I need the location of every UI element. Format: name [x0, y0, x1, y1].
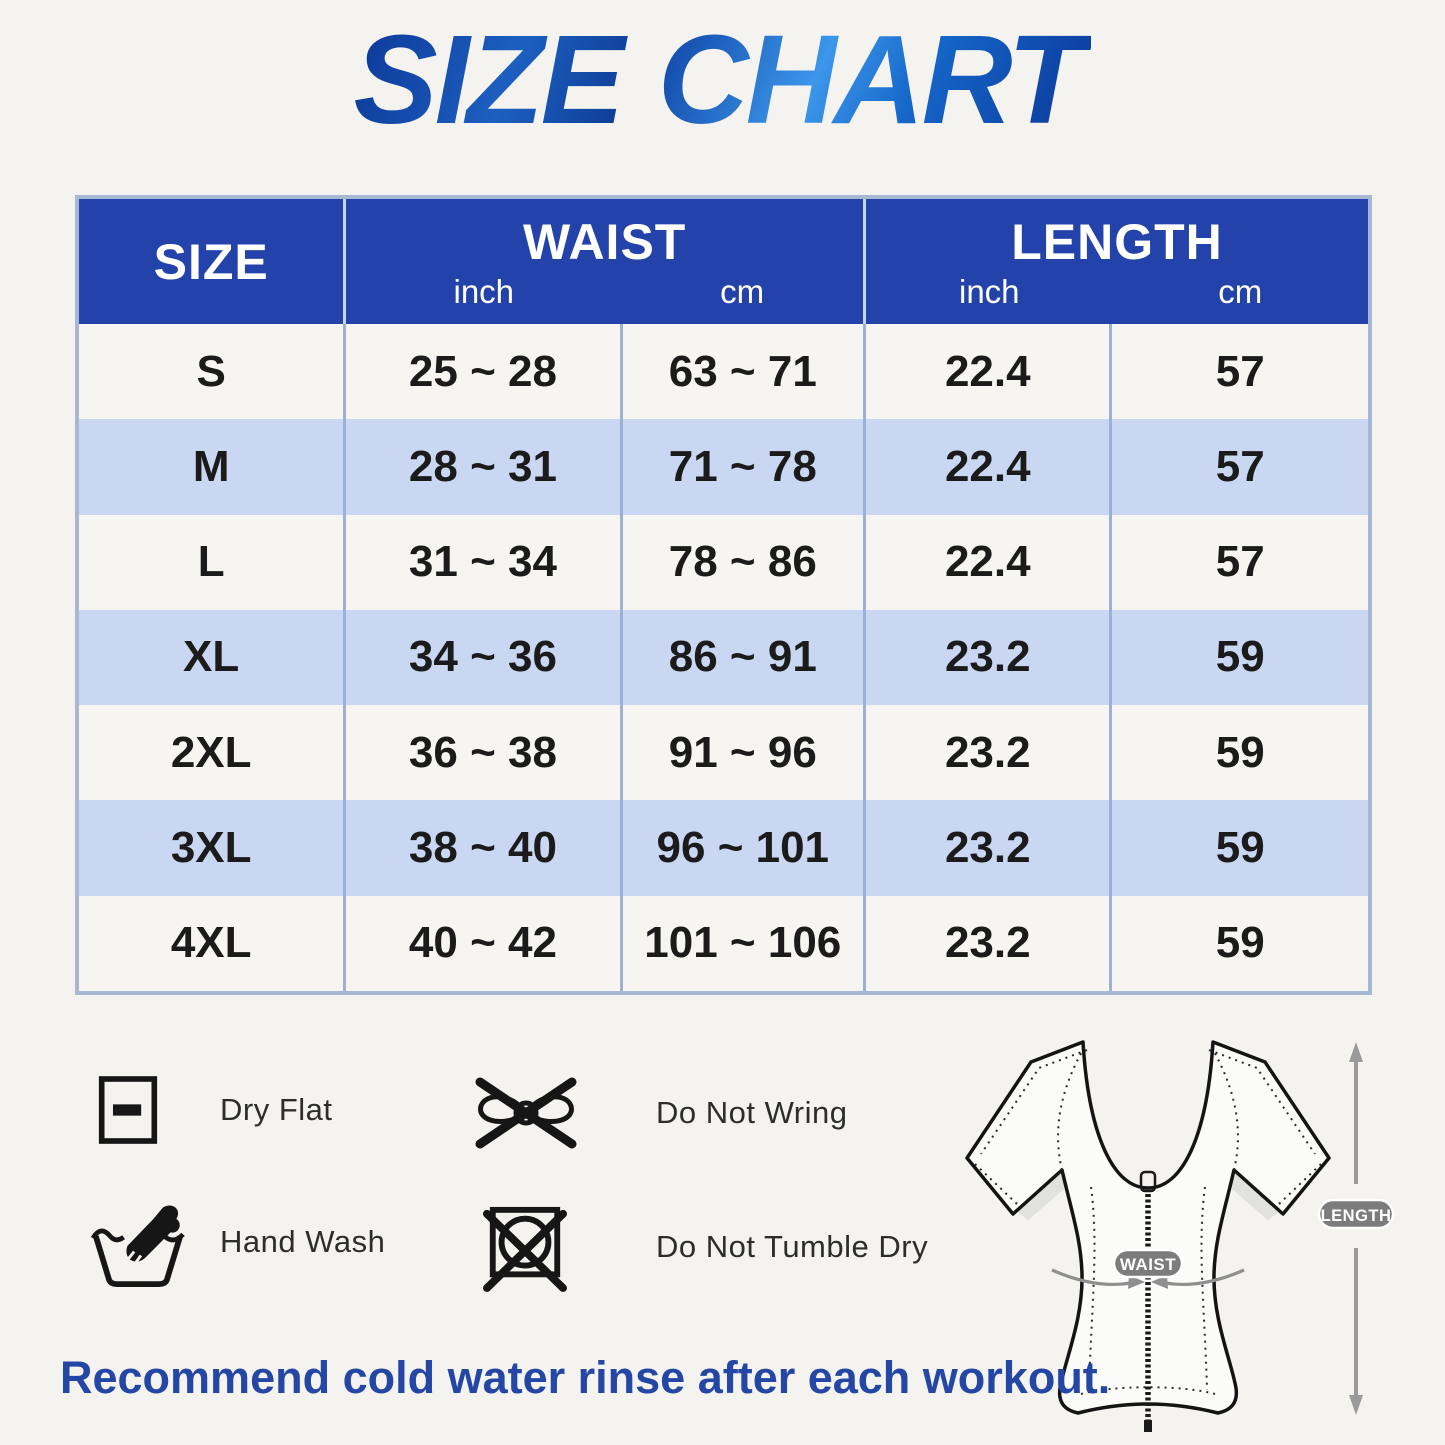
- sleeve-shade-left: [1015, 1172, 1070, 1220]
- table-row: M 28 ~ 31 71 ~ 78 22.4 57: [79, 419, 1368, 515]
- garment-diagram: WAIST LENGTH: [965, 1040, 1395, 1432]
- cell-waist-cm: 78 ~ 86: [623, 514, 867, 610]
- header-waist-inch: inch: [453, 272, 515, 310]
- dry-flat-icon: [96, 1074, 160, 1146]
- length-arrow: [1349, 1042, 1363, 1415]
- cell-waist-cm: 91 ~ 96: [623, 705, 867, 801]
- length-pill-label: LENGTH: [1321, 1207, 1392, 1225]
- header-length-units: inch cm: [866, 273, 1368, 311]
- cell-length-cm: 57: [1215, 441, 1265, 491]
- cell-length-cm: 59: [1215, 727, 1265, 777]
- header-length-group: LENGTH inch cm: [866, 199, 1368, 324]
- cell-length-inch: 22.4: [866, 324, 1113, 420]
- header-length-cm: cm: [1218, 272, 1263, 310]
- waist-arrows: [1051, 1268, 1245, 1289]
- hand-wash-icon: [88, 1196, 188, 1288]
- header-length-inch: inch: [958, 272, 1020, 310]
- sleeve-shade-right: [1226, 1172, 1281, 1220]
- header-length-label: LENGTH: [1011, 213, 1223, 270]
- seam-lines: [974, 1047, 1322, 1395]
- cell-waist-inch: 28 ~ 31: [346, 419, 623, 515]
- care-item-do-not-tumble-dry: Do Not Tumble Dry: [480, 1202, 928, 1292]
- cell-length-inch: 22.4: [866, 514, 1113, 610]
- title-word-chart: CHART: [658, 13, 1092, 146]
- zipper-pull: [1139, 1170, 1157, 1193]
- care-item-dry-flat: Dry Flat: [96, 1074, 333, 1146]
- care-label: Hand Wash: [220, 1224, 386, 1259]
- footer-note: Recommend cold water rinse after each wo…: [60, 1352, 1111, 1403]
- title-word-size: SIZE: [354, 13, 632, 146]
- cell-waist-inch: 31 ~ 34: [346, 514, 623, 610]
- cell-length-inch: 23.2: [866, 800, 1113, 896]
- cell-waist-cm: 86 ~ 91: [623, 609, 867, 706]
- cell-waist-inch: 40 ~ 42: [346, 895, 623, 991]
- do-not-wring-icon: [468, 1074, 584, 1152]
- cell-length-inch: 23.2: [866, 705, 1113, 801]
- care-item-do-not-wring: Do Not Wring: [468, 1074, 848, 1152]
- cell-length-cm: 57: [1215, 346, 1265, 396]
- care-label: Do Not Wring: [656, 1095, 848, 1130]
- table-body: S 25 ~ 28 63 ~ 71 22.4 57 M 28 ~ 31 71 ~…: [79, 324, 1368, 991]
- table-row: XL 34 ~ 36 86 ~ 91 23.2 59: [79, 609, 1368, 706]
- cell-size: 2XL: [79, 705, 347, 801]
- length-pill: LENGTH: [1317, 1198, 1395, 1230]
- cell-waist-inch: 38 ~ 40: [346, 800, 623, 896]
- table-row: 4XL 40 ~ 42 101 ~ 106 23.2 59: [79, 895, 1368, 991]
- table-row: L 31 ~ 34 78 ~ 86 22.4 57: [79, 514, 1368, 610]
- cell-waist-cm: 96 ~ 101: [623, 800, 867, 896]
- cell-size: S: [79, 324, 347, 420]
- cell-size: 4XL: [79, 895, 347, 991]
- cell-waist-cm: 71 ~ 78: [623, 419, 867, 515]
- page-title: SIZE CHART: [0, 13, 1445, 146]
- care-item-hand-wash: Hand Wash: [88, 1196, 385, 1288]
- cell-waist-cm: 101 ~ 106: [623, 895, 867, 991]
- header-size: SIZE: [79, 199, 347, 324]
- table-row: S 25 ~ 28 63 ~ 71 22.4 57: [79, 324, 1368, 420]
- cell-size: XL: [79, 609, 347, 706]
- cell-length-inch: 23.2: [866, 895, 1113, 991]
- header-size-label: SIZE: [153, 233, 269, 290]
- cell-length-cm: 59: [1215, 823, 1265, 873]
- header-waist-cm: cm: [720, 272, 765, 310]
- cell-size: 3XL: [79, 800, 347, 896]
- do-not-tumble-dry-icon: [480, 1202, 570, 1292]
- cell-waist-inch: 36 ~ 38: [346, 705, 623, 801]
- waist-pill: WAIST: [1112, 1248, 1184, 1279]
- care-label: Dry Flat: [220, 1092, 333, 1127]
- header-waist-units: inch cm: [346, 273, 863, 311]
- cell-length-inch: 22.4: [866, 419, 1113, 515]
- table-header-row: SIZE WAIST inch cm LENGTH inch cm: [79, 199, 1368, 324]
- cell-length-cm: 57: [1215, 537, 1265, 587]
- cell-size: L: [79, 514, 347, 610]
- table-row: 2XL 36 ~ 38 91 ~ 96 23.2 59: [79, 705, 1368, 801]
- cell-size: M: [79, 419, 347, 515]
- zipper-stop: [1144, 1420, 1152, 1432]
- cell-waist-inch: 34 ~ 36: [346, 609, 623, 706]
- waist-pill-label: WAIST: [1120, 1255, 1176, 1274]
- size-table: SIZE WAIST inch cm LENGTH inch cm S 25 ~: [75, 195, 1372, 995]
- cell-waist-cm: 63 ~ 71: [623, 324, 867, 420]
- cell-waist-inch: 25 ~ 28: [346, 324, 623, 420]
- cell-length-cm: 59: [1215, 918, 1265, 968]
- cell-length-inch: 23.2: [866, 609, 1113, 706]
- table-row: 3XL 38 ~ 40 96 ~ 101 23.2 59: [79, 800, 1368, 896]
- header-waist-group: WAIST inch cm: [346, 199, 867, 324]
- header-waist-label: WAIST: [523, 213, 687, 270]
- cell-length-cm: 59: [1215, 632, 1265, 682]
- care-label: Do Not Tumble Dry: [656, 1229, 929, 1264]
